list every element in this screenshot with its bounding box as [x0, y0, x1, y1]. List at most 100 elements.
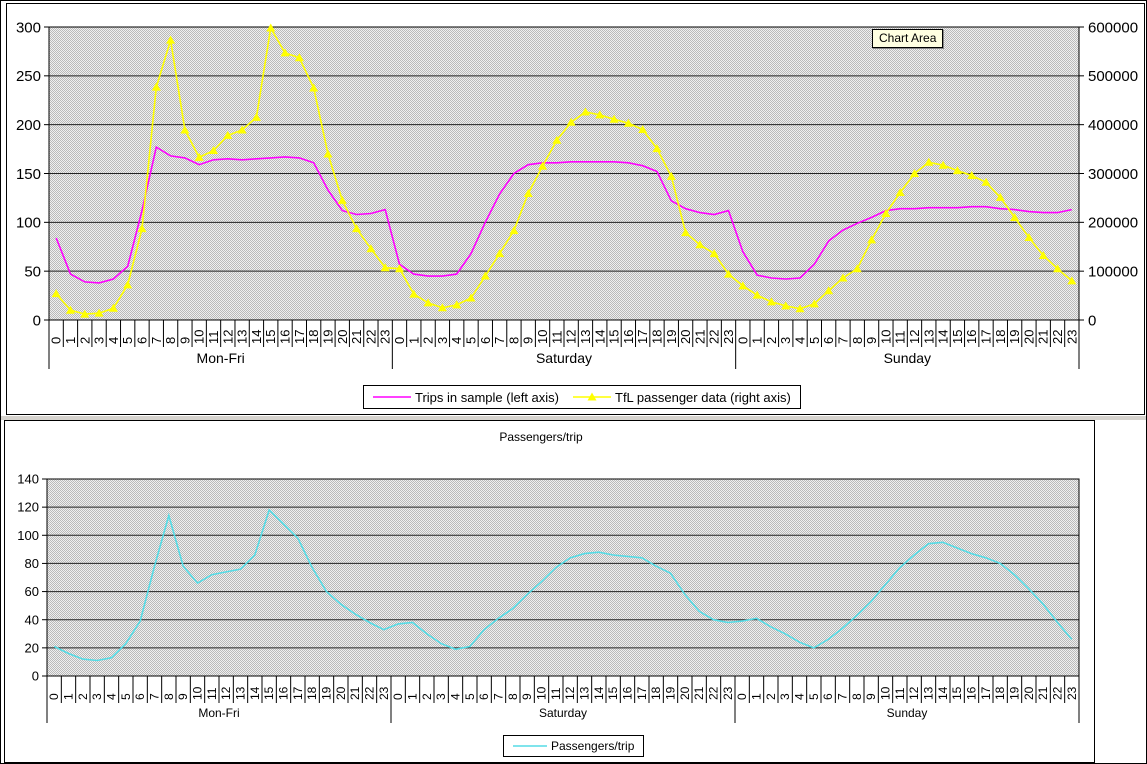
hour-label: 14 — [592, 330, 607, 344]
legend-item-tfl[interactable]: TfL passenger data (right axis) — [573, 390, 791, 405]
tfl-line-swatch-icon — [573, 392, 611, 401]
hour-label: 23 — [378, 330, 393, 344]
series-line[interactable] — [55, 145, 1072, 284]
hour-label: 22 — [707, 686, 721, 700]
hour-label: 16 — [964, 330, 979, 344]
hour-label: 7 — [836, 693, 850, 700]
hour-label: 8 — [506, 693, 520, 700]
right-axis-tick-label: 500000 — [1088, 68, 1138, 85]
data-point-marker — [1053, 264, 1063, 273]
data-point-marker — [108, 303, 118, 312]
left-axis-tick-label: 100 — [16, 215, 41, 232]
hour-label: 3 — [778, 337, 793, 344]
data-point-marker — [423, 298, 433, 307]
hour-label: 0 — [735, 693, 749, 700]
hour-label: 11 — [205, 687, 219, 700]
data-point-marker — [538, 161, 548, 170]
hour-label: 23 — [377, 686, 391, 700]
bottom-chart-title: Passengers/trip — [499, 430, 583, 444]
data-point-marker — [466, 293, 476, 302]
data-point-marker — [824, 286, 834, 295]
data-point-marker — [409, 289, 419, 298]
hour-label: 18 — [649, 330, 664, 344]
hour-label: 20 — [1022, 686, 1036, 700]
data-point-marker — [137, 224, 147, 233]
hour-label: 6 — [134, 337, 149, 344]
trips-tfl-chart[interactable]: 0501001502002503000100000200000300000400… — [16, 19, 1138, 369]
hour-label: 13 — [234, 686, 248, 700]
hour-label: 18 — [649, 686, 663, 700]
hour-label: 15 — [262, 686, 276, 700]
data-point-marker — [509, 226, 519, 235]
right-axis-tick-label: 300000 — [1088, 166, 1138, 183]
hour-label: 20 — [334, 686, 348, 700]
hour-label: 10 — [535, 330, 550, 344]
right-axis-tick-label: 600000 — [1088, 19, 1138, 36]
legend-item-trips[interactable]: Trips in sample (left axis) — [373, 390, 559, 405]
hour-label: 12 — [907, 686, 921, 700]
hour-label: 20 — [678, 330, 693, 344]
left-axis-tick-label: 50 — [24, 263, 41, 280]
hour-label: 12 — [219, 686, 233, 700]
hour-label: 4 — [449, 693, 463, 700]
hour-label: 10 — [192, 330, 207, 344]
hour-label: 14 — [249, 330, 264, 344]
hour-label: 23 — [721, 686, 735, 700]
data-point-marker — [366, 244, 376, 253]
hour-label: 14 — [248, 686, 262, 700]
hour-label: 7 — [492, 693, 506, 700]
legend-item-passengers-per-trip[interactable]: Passengers/trip — [513, 739, 634, 753]
hour-label: 13 — [922, 686, 936, 700]
top-chart-legend[interactable]: Trips in sample (left axis) TfL passenge… — [363, 385, 801, 409]
hour-label: 15 — [606, 686, 620, 700]
hour-label: 12 — [563, 686, 577, 700]
data-point-marker — [209, 146, 219, 155]
hour-label: 3 — [435, 337, 450, 344]
data-point-marker — [223, 130, 233, 139]
data-point-marker — [924, 157, 934, 166]
right-axis-tick-label: 0 — [1088, 312, 1096, 329]
data-point-marker — [337, 195, 347, 204]
data-point-marker — [724, 269, 734, 278]
hour-label: 8 — [163, 337, 178, 344]
hour-label: 8 — [850, 693, 864, 700]
hour-label: 14 — [936, 330, 951, 344]
hour-label: 12 — [220, 330, 235, 344]
data-point-marker — [323, 149, 333, 158]
hour-label: 4 — [793, 337, 808, 344]
hour-label: 9 — [177, 337, 192, 344]
plot-area[interactable] — [47, 479, 1079, 676]
hour-label: 13 — [921, 330, 936, 344]
hour-label: 2 — [421, 337, 436, 344]
data-point-marker — [123, 280, 133, 289]
hour-label: 5 — [807, 693, 821, 700]
left-axis-tick-label: 150 — [16, 166, 41, 183]
hour-label: 11 — [206, 331, 221, 345]
hour-label: 19 — [320, 330, 335, 344]
left-axis-tick-label: 60 — [25, 584, 39, 599]
data-point-marker — [766, 297, 776, 306]
bottom-chart-legend[interactable]: Passengers/trip — [503, 735, 645, 757]
hour-label: 3 — [778, 693, 792, 700]
hour-label: 7 — [148, 693, 162, 700]
series-line[interactable] — [53, 508, 1073, 662]
day-group-label: Mon-Fri — [198, 706, 239, 720]
hour-label: 13 — [235, 330, 250, 344]
data-point-marker — [781, 301, 791, 310]
left-axis-tick-label: 40 — [25, 612, 39, 627]
hour-label: 2 — [764, 337, 779, 344]
left-axis-tick-label: 0 — [33, 312, 41, 329]
left-axis-tick-label: 140 — [17, 472, 39, 487]
hour-label: 15 — [263, 330, 278, 344]
hour-label: 0 — [49, 337, 64, 344]
left-axis-tick-label: 300 — [16, 19, 41, 36]
hour-label: 1 — [63, 337, 78, 344]
hour-label: 2 — [420, 693, 434, 700]
hour-label: 21 — [692, 330, 707, 344]
hour-label: 22 — [363, 330, 378, 344]
data-point-marker — [352, 224, 362, 233]
data-point-marker — [294, 53, 304, 62]
hour-label: 18 — [993, 686, 1007, 700]
hour-label: 15 — [607, 330, 622, 344]
